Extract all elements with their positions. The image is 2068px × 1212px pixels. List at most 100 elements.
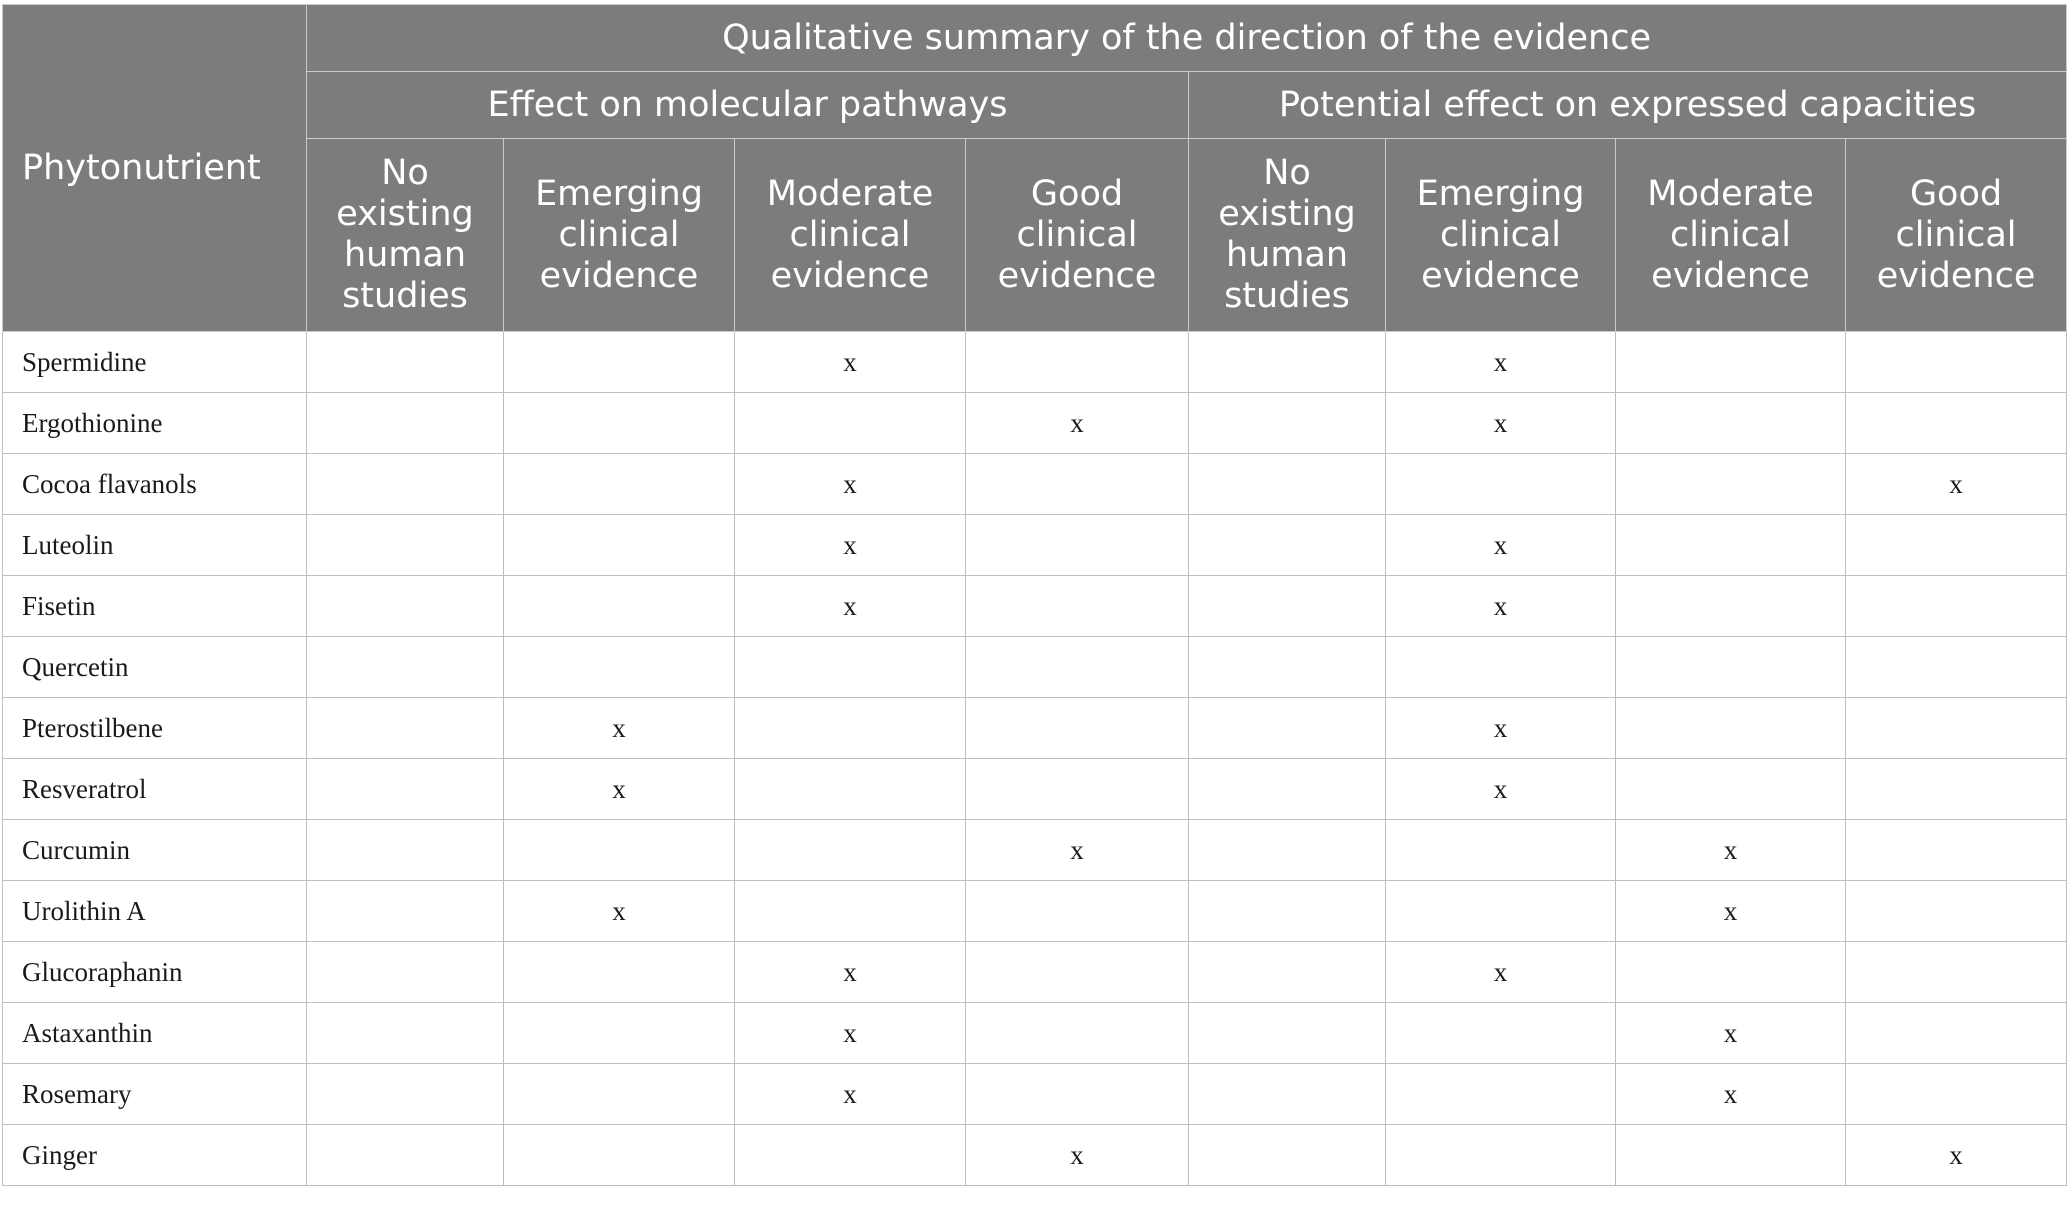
- evidence-cell: [503, 941, 735, 1003]
- evidence-cell: x: [734, 331, 966, 393]
- evidence-cell: x: [734, 1002, 966, 1064]
- evidence-cell: [306, 331, 504, 393]
- evidence-cell: [503, 1124, 735, 1186]
- phytonutrient-header: Phytonutrient: [2, 4, 307, 332]
- evidence-cell: [503, 575, 735, 637]
- evidence-cell: x: [734, 514, 966, 576]
- table-row: Spermidine x x: [2, 331, 2068, 393]
- subcolumn-header: Emerging clinical evidence: [1385, 138, 1616, 332]
- evidence-cell: x: [965, 392, 1189, 454]
- phytonutrient-name: Pterostilbene: [2, 697, 307, 759]
- evidence-cell: [734, 758, 966, 820]
- evidence-cell: x: [1385, 697, 1616, 759]
- evidence-cell: x: [1615, 1063, 1846, 1125]
- table-row: Curcumin x x: [2, 819, 2068, 881]
- evidence-cell: x: [1844, 453, 2068, 515]
- evidence-cell: [1844, 392, 2068, 454]
- evidence-cell: [1188, 758, 1386, 820]
- evidence-cell: x: [1844, 1124, 2068, 1186]
- evidence-cell: [1385, 1002, 1616, 1064]
- evidence-cell: [1844, 697, 2068, 759]
- table-row: Ginger x x: [2, 1124, 2068, 1186]
- evidence-cell: [1844, 331, 2068, 393]
- evidence-cell: [1188, 1124, 1386, 1186]
- evidence-cell: [1188, 819, 1386, 881]
- evidence-cell: [1385, 453, 1616, 515]
- evidence-cell: x: [1615, 819, 1846, 881]
- evidence-cell: x: [1385, 575, 1616, 637]
- evidence-cell: [1188, 1002, 1386, 1064]
- evidence-cell: [734, 636, 966, 698]
- evidence-cell: [503, 514, 735, 576]
- phytonutrient-name: Luteolin: [2, 514, 307, 576]
- evidence-cell: x: [1615, 880, 1846, 942]
- phytonutrient-name: Resveratrol: [2, 758, 307, 820]
- evidence-cell: [965, 575, 1189, 637]
- evidence-cell: x: [734, 941, 966, 1003]
- evidence-cell: x: [1385, 331, 1616, 393]
- evidence-cell: [965, 941, 1189, 1003]
- phytonutrient-name: Cocoa flavanols: [2, 453, 307, 515]
- evidence-cell: [734, 819, 966, 881]
- phytonutrient-name: Glucoraphanin: [2, 941, 307, 1003]
- table-row: Resveratrol x x: [2, 758, 2068, 820]
- evidence-cell: [965, 697, 1189, 759]
- evidence-cell: [306, 1002, 504, 1064]
- phytonutrient-name: Fisetin: [2, 575, 307, 637]
- subcolumn-header: No existing human studies: [306, 138, 504, 332]
- evidence-cell: [734, 392, 966, 454]
- evidence-cell: [1844, 514, 2068, 576]
- evidence-cell: [1385, 1063, 1616, 1125]
- evidence-cell: [503, 1002, 735, 1064]
- table-body: Spermidine x x Ergothionine x x Cocoa flavanol…: [2, 331, 2068, 1186]
- evidence-cell: [1385, 819, 1616, 881]
- evidence-cell: [965, 514, 1189, 576]
- evidence-cell: [1188, 941, 1386, 1003]
- evidence-cell: [503, 636, 735, 698]
- evidence-cell: x: [734, 453, 966, 515]
- phytonutrient-name: Spermidine: [2, 331, 307, 393]
- table-header: Phytonutrient Qualitative summary of the…: [2, 4, 2068, 332]
- evidence-cell: [306, 575, 504, 637]
- evidence-cell: x: [965, 1124, 1189, 1186]
- evidence-cell: [1188, 514, 1386, 576]
- phytonutrient-name: Curcumin: [2, 819, 307, 881]
- evidence-cell: [734, 697, 966, 759]
- evidence-cell: x: [734, 1063, 966, 1125]
- evidence-cell: [1385, 1124, 1616, 1186]
- evidence-cell: [306, 514, 504, 576]
- evidence-cell: [1385, 880, 1616, 942]
- summary-header: Qualitative summary of the direction of …: [305, 4, 2068, 72]
- evidence-cell: x: [1385, 941, 1616, 1003]
- table-row: Glucoraphanin x x: [2, 941, 2068, 1003]
- evidence-cell: x: [503, 880, 735, 942]
- evidence-cell: [306, 1124, 504, 1186]
- evidence-cell: [306, 941, 504, 1003]
- evidence-cell: [503, 1063, 735, 1125]
- evidence-cell: x: [1385, 758, 1616, 820]
- evidence-cell: [1615, 758, 1846, 820]
- evidence-cell: [1385, 636, 1616, 698]
- evidence-cell: [1615, 514, 1846, 576]
- evidence-cell: x: [965, 819, 1189, 881]
- evidence-cell: x: [1385, 514, 1616, 576]
- evidence-cell: [306, 392, 504, 454]
- phytonutrient-name: Urolithin A: [2, 880, 307, 942]
- evidence-cell: [1188, 575, 1386, 637]
- evidence-cell: [1844, 1002, 2068, 1064]
- evidence-cell: [1188, 331, 1386, 393]
- evidence-cell: [306, 819, 504, 881]
- evidence-cell: [1188, 697, 1386, 759]
- evidence-cell: [1844, 880, 2068, 942]
- evidence-cell: [1844, 758, 2068, 820]
- phytonutrient-name: Ginger: [2, 1124, 307, 1186]
- evidence-cell: [503, 331, 735, 393]
- table-row: Cocoa flavanols x x: [2, 453, 2068, 515]
- evidence-cell: [1615, 697, 1846, 759]
- evidence-cell: x: [1615, 1002, 1846, 1064]
- table-row: Rosemary x x: [2, 1063, 2068, 1125]
- evidence-cell: [1188, 880, 1386, 942]
- evidence-cell: [1615, 392, 1846, 454]
- evidence-cell: [965, 880, 1189, 942]
- evidence-cell: [1844, 941, 2068, 1003]
